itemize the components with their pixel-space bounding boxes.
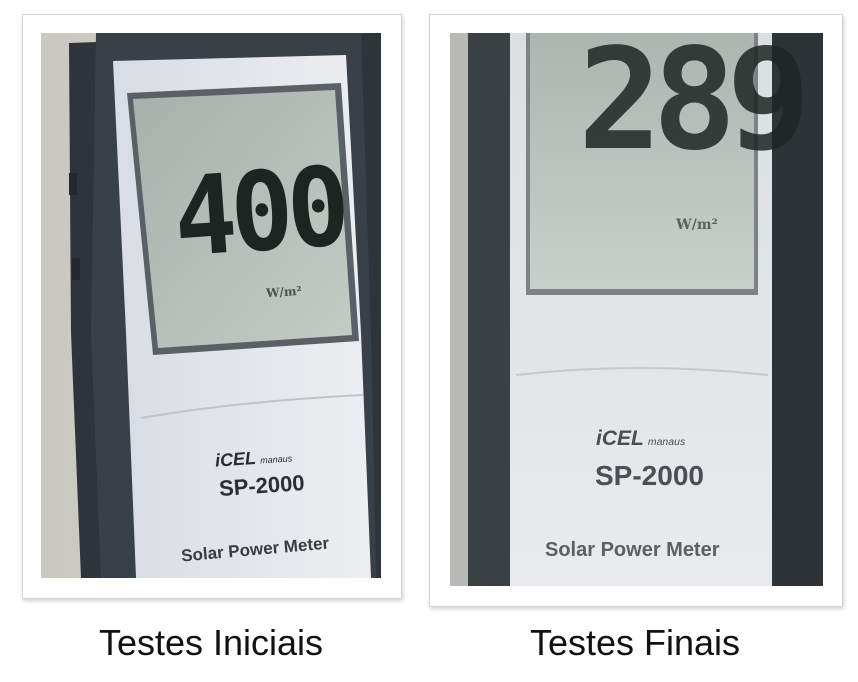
lcd-unit: W/m² (676, 217, 718, 233)
caption-initial: Testes Iniciais (98, 622, 324, 663)
lcd-reading: 289 (578, 33, 811, 182)
brand-logo: iCEL manaus (596, 427, 686, 450)
caption-final: Testes Finais (529, 622, 741, 663)
right-photo: 289 W/m² iCEL manaus SP-2000 Solar Power … (450, 33, 823, 586)
meter-initial-illustration (41, 33, 381, 578)
lcd-reading: 400 (169, 142, 349, 282)
device-subtitle: Solar Power Meter (545, 539, 720, 561)
model-label: SP-2000 (595, 460, 704, 491)
lcd-unit: W/m² (265, 283, 303, 301)
meter-final-illustration (450, 33, 823, 586)
left-photo: 400 W/m² iCEL manaus SP-2000 Solar Power … (41, 33, 381, 578)
